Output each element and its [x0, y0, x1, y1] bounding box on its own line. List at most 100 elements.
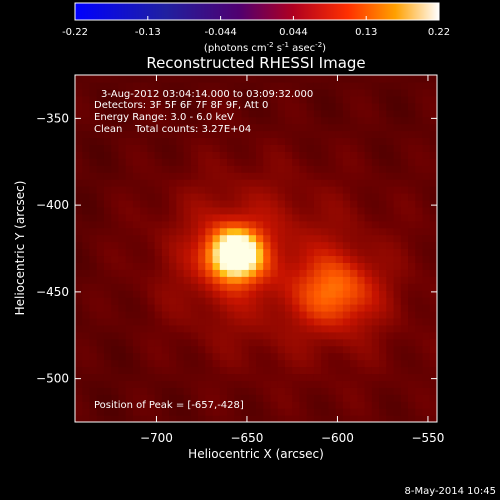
heatmap-cell [299, 151, 308, 159]
heatmap-cell [350, 75, 358, 83]
heatmap-cell [212, 248, 221, 257]
heatmap-cell [364, 158, 373, 166]
heatmap-cell [429, 151, 437, 159]
heatmap-cell [183, 255, 192, 263]
heatmap-cell [256, 255, 264, 263]
heatmap-cell [256, 331, 264, 340]
heatmap-cell [111, 276, 120, 284]
heatmap-cell [248, 317, 257, 326]
heatmap-cell [89, 123, 98, 132]
heatmap-cell [429, 179, 437, 187]
heatmap-cell [103, 102, 112, 111]
heatmap-cell [205, 304, 214, 312]
heatmap-cell [313, 144, 322, 152]
heatmap-cell [371, 345, 380, 354]
heatmap-cell [364, 387, 373, 395]
heatmap-cell [140, 283, 148, 291]
heatmap-cell [219, 227, 228, 236]
heatmap-cell [96, 95, 105, 104]
heatmap-cell [241, 179, 250, 187]
heatmap-cell [321, 290, 329, 298]
heatmap-cell [408, 366, 416, 375]
heatmap-cell [342, 255, 351, 263]
heatmap-cell [292, 415, 301, 422]
heatmap-cell [147, 199, 156, 208]
heatmap-cell [350, 352, 358, 361]
heatmap-cell [284, 241, 293, 250]
heatmap-cell [205, 290, 214, 298]
heatmap-cell [154, 317, 163, 326]
heatmap-cell [357, 130, 366, 139]
heatmap-cell [234, 130, 243, 139]
heatmap-cell [313, 387, 322, 395]
heatmap-cell [212, 109, 221, 118]
heatmap-cell [415, 220, 424, 229]
heatmap-cell [386, 199, 395, 208]
heatmap-cell [415, 331, 424, 340]
heatmap-cell [118, 137, 127, 145]
heatmap-cell [386, 283, 395, 291]
heatmap-cell [118, 206, 127, 215]
heatmap-cell [96, 359, 105, 368]
heatmap-cell [342, 213, 351, 222]
heatmap-cell [190, 199, 199, 208]
heatmap-cell [299, 158, 308, 166]
heatmap-cell [422, 324, 431, 333]
heatmap-cell [429, 283, 437, 291]
heatmap-cell [161, 95, 170, 104]
heatmap-cell [429, 172, 437, 180]
heatmap-cell [400, 102, 409, 111]
heatmap-cell [306, 276, 315, 284]
heatmap-cell [313, 234, 322, 243]
heatmap-cell [277, 310, 286, 319]
heatmap-cell [241, 269, 250, 277]
heatmap-cell [299, 387, 308, 395]
heatmap-cell [190, 366, 199, 375]
heatmap-cell [400, 401, 409, 409]
heatmap-cell [256, 137, 264, 145]
heatmap-cell [408, 213, 416, 222]
heatmap-cell [103, 179, 112, 187]
heatmap-cell [234, 255, 243, 263]
heatmap-cell [415, 179, 424, 187]
heatmap-cell [335, 220, 344, 229]
heatmap-cell [292, 290, 301, 298]
heatmap-cell [103, 276, 112, 284]
heatmap-cell [263, 172, 272, 180]
heatmap-cell [82, 227, 91, 236]
heatmap-cell [321, 352, 329, 361]
heatmap-cell [140, 248, 148, 257]
heatmap-cell [342, 401, 351, 409]
heatmap-cell [89, 283, 98, 291]
heatmap-cell [364, 304, 373, 312]
heatmap-cell [219, 213, 228, 222]
heatmap-cell [284, 387, 293, 395]
heatmap-cell [415, 102, 424, 111]
heatmap-cell [118, 310, 127, 319]
heatmap-cell [408, 75, 416, 83]
heatmap-cell [89, 234, 98, 243]
peak-position-label: Position of Peak = [-657,-428] [94, 400, 244, 411]
heatmap-cell [400, 359, 409, 368]
heatmap-cell [227, 186, 235, 194]
heatmap-cell [429, 234, 437, 243]
heatmap-cell [111, 179, 120, 187]
heatmap-cell [75, 297, 83, 305]
heatmap-cell [140, 116, 148, 125]
heatmap-cell [125, 227, 134, 236]
heatmap-cell [408, 81, 416, 90]
heatmap-cell [75, 165, 83, 173]
heatmap-cell [118, 81, 127, 90]
heatmap-cell [234, 324, 243, 333]
heatmap-cell [263, 206, 272, 215]
heatmap-cell [270, 199, 279, 208]
heatmap-cell [364, 401, 373, 409]
heatmap-cell [342, 88, 351, 97]
heatmap-cell [198, 352, 206, 361]
heatmap-cell [328, 241, 337, 250]
heatmap-cell [408, 262, 416, 270]
heatmap-cell [183, 269, 192, 277]
heatmap-cell [299, 283, 308, 291]
heatmap-cell [342, 158, 351, 166]
